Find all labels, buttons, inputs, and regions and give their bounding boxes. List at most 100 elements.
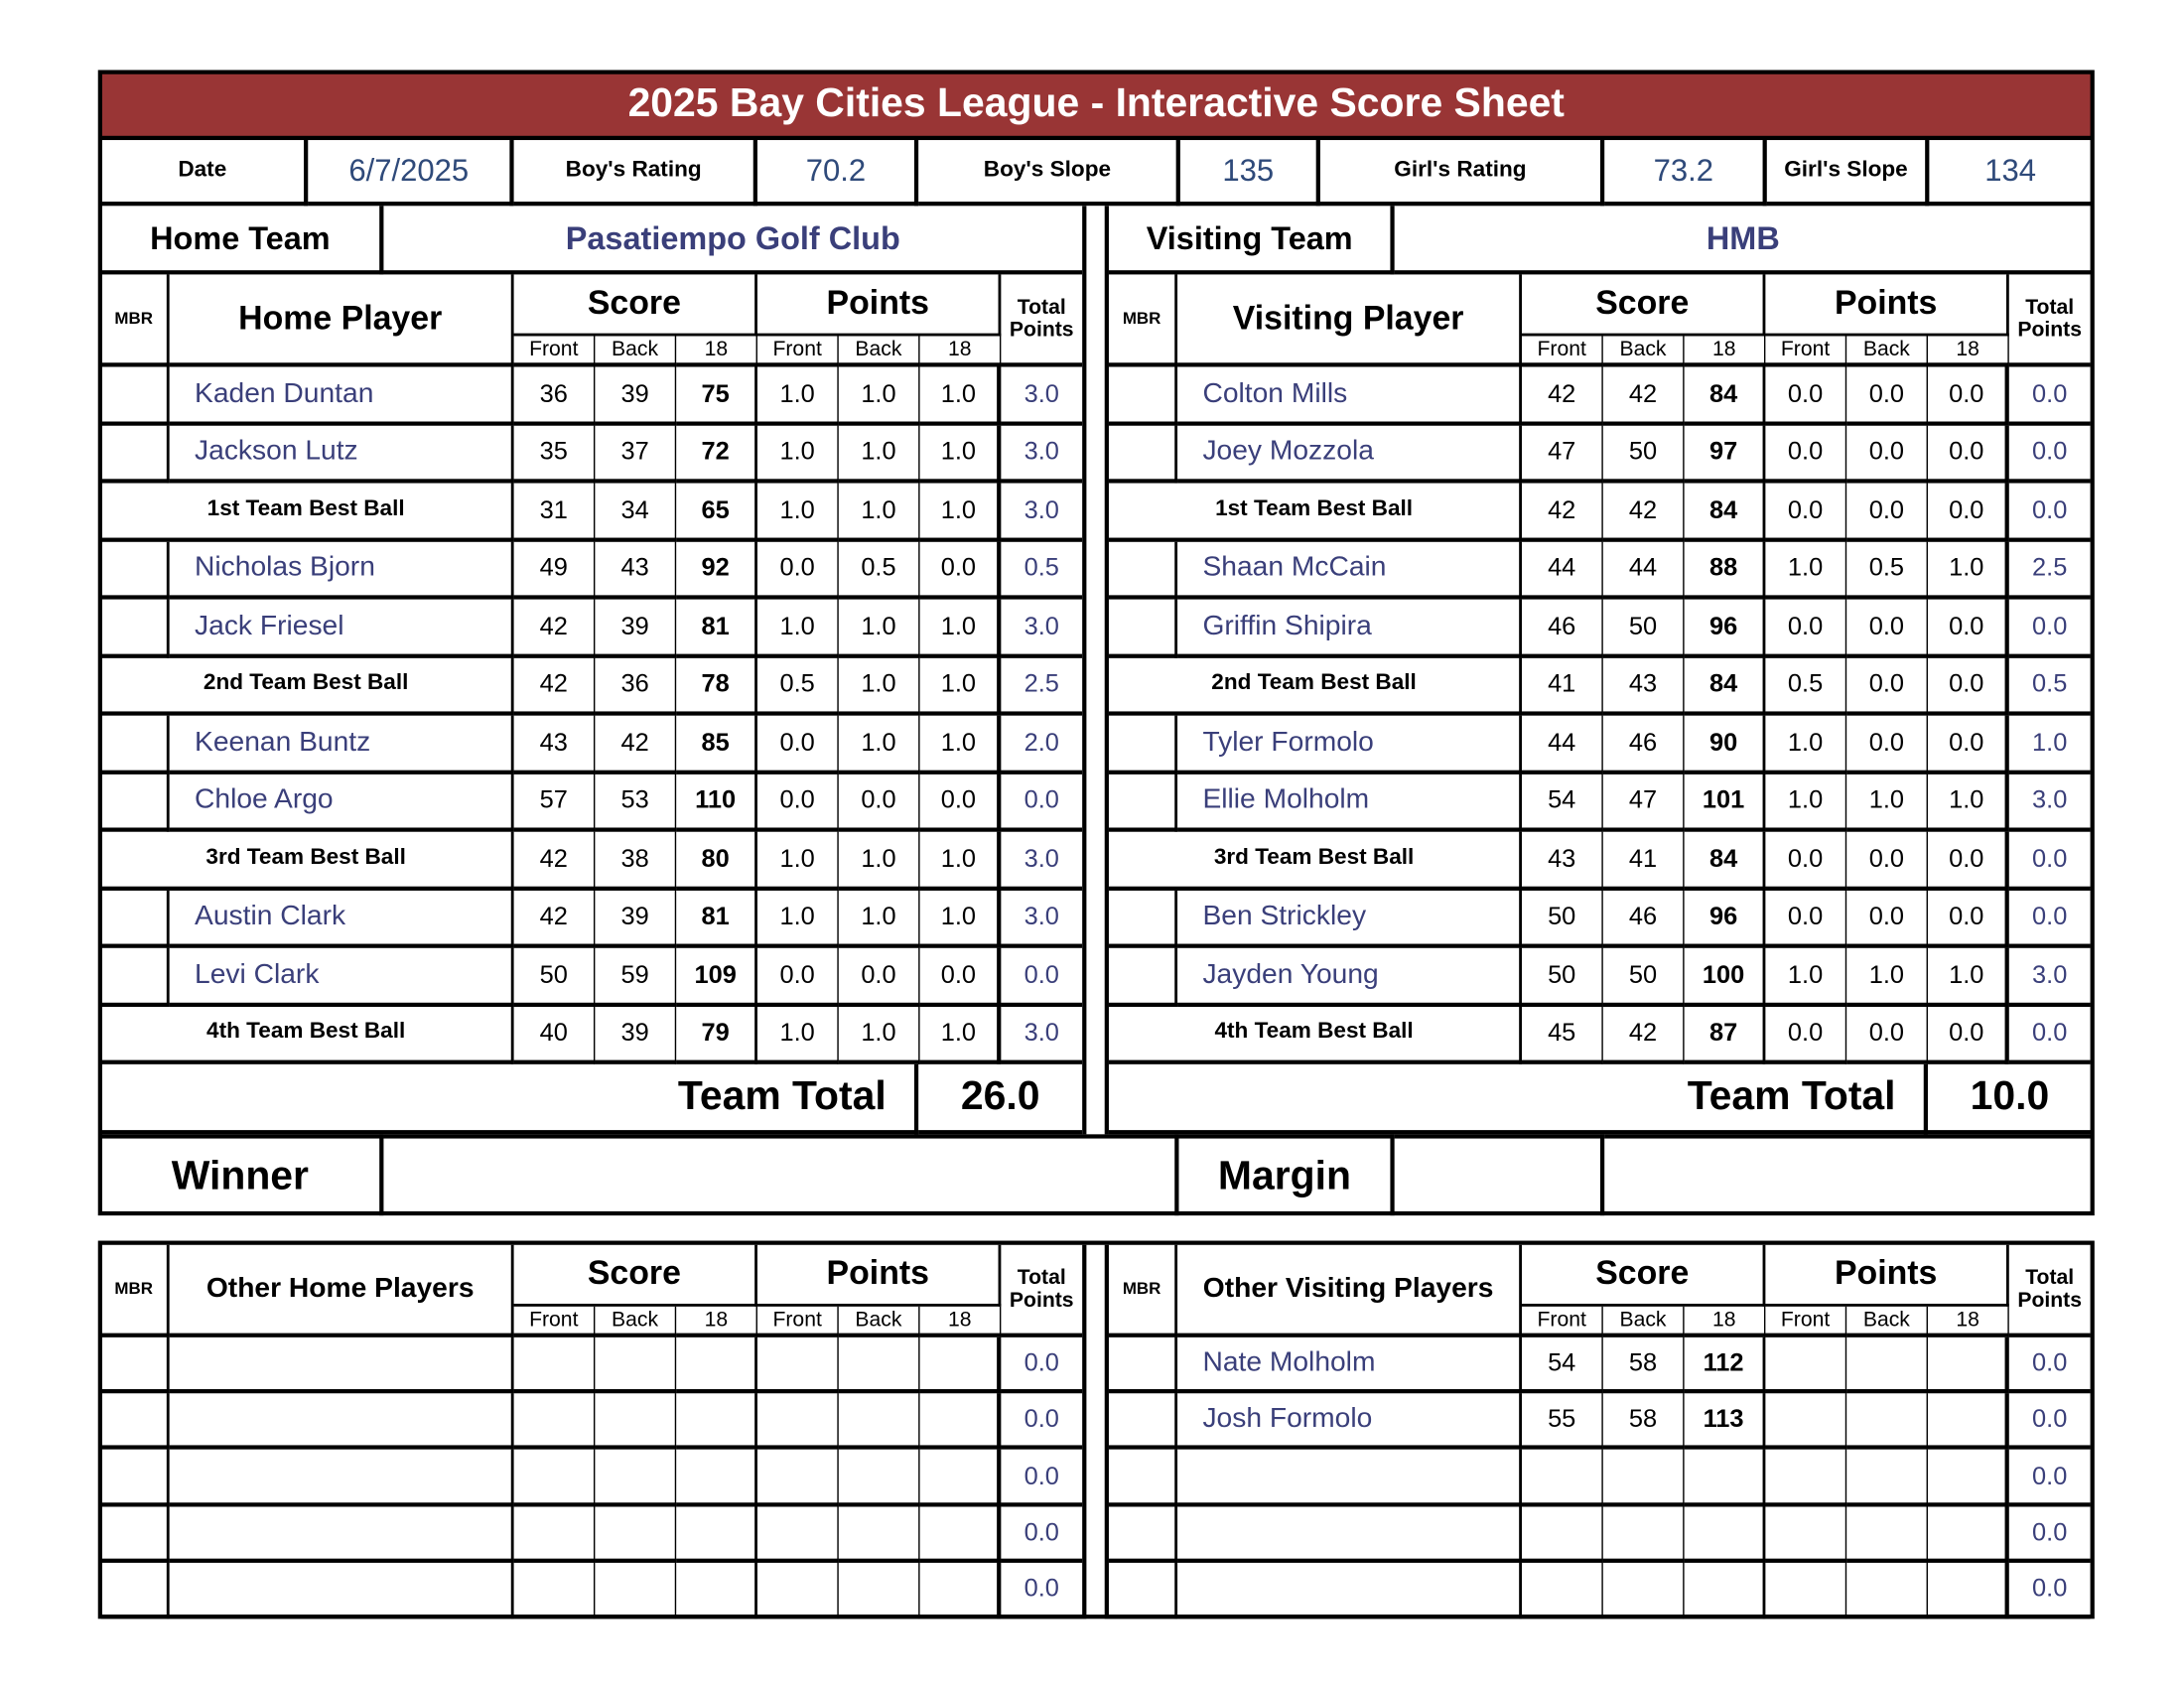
front-score-field[interactable]: 43: [1521, 831, 1603, 891]
front-score-field[interactable]: [1521, 1450, 1603, 1506]
visiting-player-name-field[interactable]: Griffin Shipira: [1177, 599, 1522, 658]
visiting-player-name-field[interactable]: Joey Mozzola: [1177, 425, 1522, 484]
mbr-checkbox[interactable]: [1108, 599, 1178, 658]
front-score-field[interactable]: 35: [513, 425, 596, 484]
mbr-checkbox[interactable]: [100, 1562, 170, 1619]
home-player-name-field[interactable]: Austin Clark: [169, 890, 514, 948]
front-score-field[interactable]: [513, 1393, 596, 1451]
front-score-field[interactable]: 46: [1521, 599, 1603, 658]
mbr-checkbox[interactable]: [1108, 541, 1178, 600]
back-score-field[interactable]: 53: [595, 774, 677, 832]
back-score-field[interactable]: [595, 1505, 677, 1563]
visiting-player-name-field[interactable]: [1177, 1562, 1522, 1619]
back-score-field[interactable]: 43: [1602, 657, 1685, 716]
back-score-field[interactable]: 39: [595, 1006, 677, 1064]
back-score-field[interactable]: 42: [1602, 366, 1685, 426]
home-player-name-field[interactable]: Kaden Duntan: [169, 366, 514, 426]
front-score-field[interactable]: 42: [513, 831, 596, 891]
mbr-checkbox[interactable]: [1108, 366, 1178, 426]
mbr-checkbox[interactable]: [100, 1450, 170, 1506]
back-score-field[interactable]: [595, 1562, 677, 1619]
front-score-field[interactable]: 50: [1521, 947, 1603, 1007]
front-score-field[interactable]: [513, 1505, 596, 1563]
mbr-checkbox[interactable]: [1108, 774, 1178, 832]
front-score-field[interactable]: 49: [513, 541, 596, 600]
home-player-name-field[interactable]: [169, 1337, 514, 1394]
home-player-name-field[interactable]: Nicholas Bjorn: [169, 541, 514, 600]
front-score-field[interactable]: 42: [513, 657, 596, 716]
girls-slope-field[interactable]: 134: [1929, 140, 2092, 207]
front-score-field[interactable]: 50: [1521, 890, 1603, 948]
visiting-player-name-field[interactable]: Shaan McCain: [1177, 541, 1522, 600]
mbr-checkbox[interactable]: [100, 1393, 170, 1451]
back-score-field[interactable]: 47: [1602, 774, 1685, 832]
back-score-field[interactable]: 50: [1602, 599, 1685, 658]
front-score-field[interactable]: 55: [1521, 1393, 1603, 1451]
front-score-field[interactable]: 45: [1521, 1006, 1603, 1064]
back-score-field[interactable]: 59: [595, 947, 677, 1007]
visiting-player-name-field[interactable]: Nate Molholm: [1177, 1337, 1522, 1394]
front-score-field[interactable]: 43: [513, 715, 596, 774]
back-score-field[interactable]: 58: [1602, 1393, 1685, 1451]
front-score-field[interactable]: [1521, 1505, 1603, 1563]
home-player-name-field[interactable]: [169, 1562, 514, 1619]
mbr-checkbox[interactable]: [1108, 1393, 1178, 1451]
front-score-field[interactable]: 54: [1521, 774, 1603, 832]
mbr-checkbox[interactable]: [1108, 425, 1178, 484]
back-score-field[interactable]: [1602, 1505, 1685, 1563]
visiting-player-name-field[interactable]: Ben Strickley: [1177, 890, 1522, 948]
back-score-field[interactable]: [1602, 1562, 1685, 1619]
back-score-field[interactable]: 44: [1602, 541, 1685, 600]
visiting-player-name-field[interactable]: [1177, 1450, 1522, 1506]
boys-rating-field[interactable]: 70.2: [756, 140, 919, 207]
home-player-name-field[interactable]: [169, 1393, 514, 1451]
back-score-field[interactable]: [595, 1393, 677, 1451]
visiting-player-name-field[interactable]: Tyler Formolo: [1177, 715, 1522, 774]
back-score-field[interactable]: 39: [595, 890, 677, 948]
back-score-field[interactable]: 39: [595, 599, 677, 658]
back-score-field[interactable]: 38: [595, 831, 677, 891]
boys-slope-field[interactable]: 135: [1179, 140, 1320, 207]
front-score-field[interactable]: 42: [1521, 483, 1603, 542]
visiting-player-name-field[interactable]: Josh Formolo: [1177, 1393, 1522, 1451]
back-score-field[interactable]: 41: [1602, 831, 1685, 891]
mbr-checkbox[interactable]: [1108, 1450, 1178, 1506]
front-score-field[interactable]: [513, 1450, 596, 1506]
mbr-checkbox[interactable]: [100, 366, 170, 426]
front-score-field[interactable]: 40: [513, 1006, 596, 1064]
back-score-field[interactable]: [595, 1337, 677, 1394]
visiting-player-name-field[interactable]: Colton Mills: [1177, 366, 1522, 426]
front-score-field[interactable]: 42: [513, 599, 596, 658]
front-score-field[interactable]: 44: [1521, 715, 1603, 774]
back-score-field[interactable]: 34: [595, 483, 677, 542]
back-score-field[interactable]: 42: [1602, 483, 1685, 542]
mbr-checkbox[interactable]: [100, 947, 170, 1007]
back-score-field[interactable]: [595, 1450, 677, 1506]
visiting-team-name-field[interactable]: HMB: [1394, 206, 2092, 275]
mbr-checkbox[interactable]: [100, 599, 170, 658]
front-score-field[interactable]: 50: [513, 947, 596, 1007]
home-player-name-field[interactable]: Jackson Lutz: [169, 425, 514, 484]
mbr-checkbox[interactable]: [1108, 1505, 1178, 1563]
margin-note-field[interactable]: [1604, 1134, 2092, 1215]
visiting-player-name-field[interactable]: Ellie Molholm: [1177, 774, 1522, 832]
mbr-checkbox[interactable]: [1108, 947, 1178, 1007]
front-score-field[interactable]: 57: [513, 774, 596, 832]
front-score-field[interactable]: [1521, 1562, 1603, 1619]
back-score-field[interactable]: 37: [595, 425, 677, 484]
home-player-name-field[interactable]: Chloe Argo: [169, 774, 514, 832]
front-score-field[interactable]: 54: [1521, 1337, 1603, 1394]
home-player-name-field[interactable]: [169, 1505, 514, 1563]
winner-field[interactable]: [383, 1134, 1179, 1216]
front-score-field[interactable]: [513, 1562, 596, 1619]
front-score-field[interactable]: 42: [1521, 366, 1603, 426]
home-player-name-field[interactable]: Jack Friesel: [169, 599, 514, 658]
back-score-field[interactable]: 46: [1602, 715, 1685, 774]
girls-rating-field[interactable]: 73.2: [1604, 140, 1767, 207]
mbr-checkbox[interactable]: [100, 774, 170, 832]
front-score-field[interactable]: 31: [513, 483, 596, 542]
front-score-field[interactable]: [513, 1337, 596, 1394]
home-player-name-field[interactable]: Keenan Buntz: [169, 715, 514, 774]
back-score-field[interactable]: 50: [1602, 425, 1685, 484]
back-score-field[interactable]: 36: [595, 657, 677, 716]
